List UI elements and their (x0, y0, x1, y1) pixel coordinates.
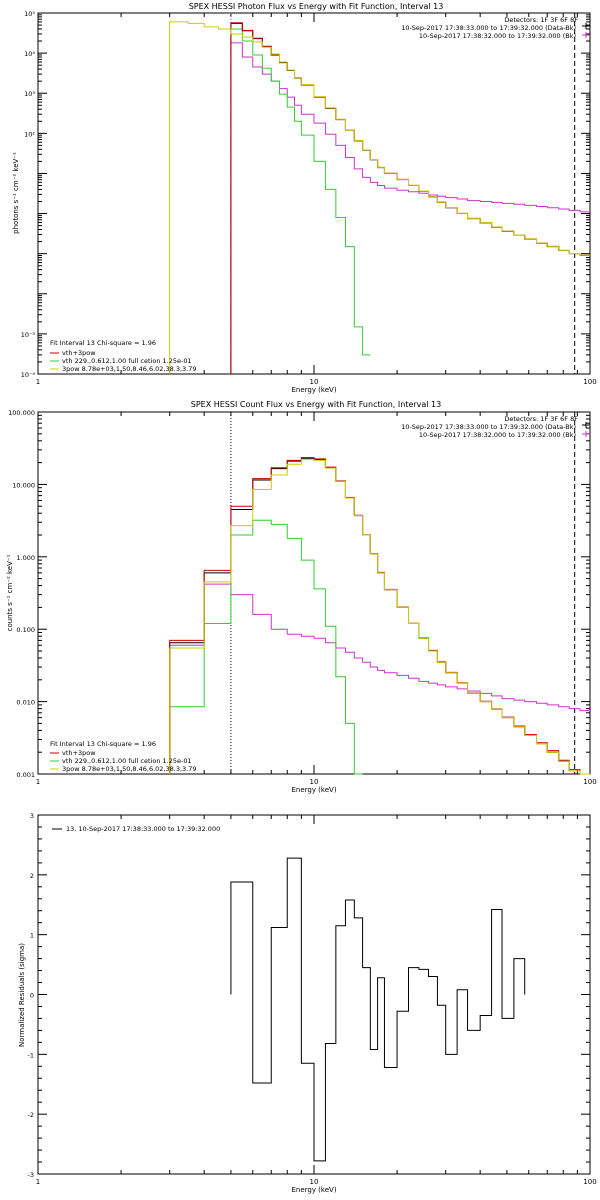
y-tick-label: -1 (28, 1051, 34, 1059)
legend-label-nonthermal: 3pow 8.78e+03,1.50,8.46,6.02,38.3,3.79 (62, 365, 197, 373)
count-flux-panel: SPEX HESSI Count Flux vs Energy with Fit… (6, 400, 597, 794)
x-tick-label: 100 (583, 778, 596, 786)
panel2-xlabel: Energy (keV) (291, 786, 336, 794)
panel1-vlines (230, 13, 576, 374)
legend-label-thermal: vth 229.,0.612,1.00 full cetion 1.25e-01 (62, 357, 192, 365)
panel2-title: SPEX HESSI Count Flux vs Energy with Fit… (191, 400, 442, 409)
panel2-vlines (230, 412, 576, 774)
y-tick-label: 0 (30, 992, 34, 1000)
y-tick-label: -3 (28, 1171, 34, 1179)
y-tick-label: 10² (24, 130, 35, 138)
x-tick-label: 10 (310, 378, 319, 386)
series-background-line (230, 42, 590, 374)
panel1-info-marker-bk (582, 32, 590, 38)
y-tick-label: 10³ (24, 90, 35, 98)
y-tick-label: 0.001 (16, 771, 35, 779)
legend2-label-model: vth+3pow (62, 749, 96, 757)
panel2-legend-title: Fit Interval 13 Chi-square = 1.96 (50, 740, 156, 748)
panel1-legend-title: Fit Interval 13 Chi-square = 1.96 (50, 339, 156, 347)
y-tick-label: 1 (30, 932, 34, 940)
panel2-ticks: 1 10 100 0.001 0.010 0.100 1.000 10.000 100.000 (8, 409, 597, 786)
panel2-info-detectors: Detectors: 1F 3F 6F 8F (504, 415, 578, 423)
panel2-info-marker-bk (582, 431, 590, 437)
panel1-info-databk: 10-Sep-2017 17:38:33.000 to 17:39:32.000… (401, 24, 576, 32)
y-tick-label: 10⁻³ (21, 331, 36, 339)
series-data-line (230, 857, 526, 1162)
residuals-panel: 1 10 100 -3 -2 -1 0 1 2 3 Energy (keV) Normalized… (18, 812, 597, 1194)
panel3-legend-label: 13. 10-Sep-2017 17:38:33.000 to 17:39:32… (66, 825, 220, 833)
panel2-legend: vth+3pow vth 229.,0.612,1.00 full cetion… (50, 749, 197, 773)
panel1-frame (37, 12, 591, 375)
y-tick-label: 10⁵ (24, 10, 35, 18)
photon-flux-panel: SPEX HESSI Photon Flux vs Energy with Fi… (12, 2, 597, 394)
panel1-series (169, 21, 590, 374)
series-model-line (230, 22, 590, 374)
panel1-info-bk: 10-Sep-2017 17:38:32.000 to 17:39:32.000… (419, 32, 576, 40)
panel1-title: SPEX HESSI Photon Flux vs Energy with Fi… (189, 2, 444, 11)
series-data-line (230, 22, 590, 374)
legend2-label-thermal: vth 229.,0.612,1.00 full cetion 1.25e-01 (62, 757, 192, 765)
y-tick-label: 10⁴ (24, 50, 35, 58)
panel2-info-marker (582, 422, 590, 428)
panel2-ylabel: counts s⁻¹ cm⁻² keV⁻¹ (6, 554, 14, 631)
x-tick-label: 1 (36, 378, 40, 386)
x-tick-label: 10 (310, 1178, 319, 1186)
panel2-series (169, 457, 590, 775)
y-tick-label: 3 (30, 812, 34, 820)
y-tick-label: 10⁻⁴ (21, 371, 36, 379)
legend2-label-nonthermal: 3pow 8.78e+03,1.50,8.46,6.02,38.3,3.79 (62, 765, 197, 773)
y-tick-label: 0.010 (16, 699, 35, 707)
series-thermal-line (169, 519, 363, 775)
legend-label-model: vth+3pow (62, 349, 96, 357)
panel1-ticks: 1 10 100 10⁻⁴ 10⁻³ 10² 10³ 10⁴ 10⁵ (21, 10, 597, 386)
panel2-info-bk: 10-Sep-2017 17:38:32.000 to 17:39:32.000… (419, 431, 576, 439)
x-tick-label: 100 (583, 378, 596, 386)
panel3-ylabel: Normalized Residuals (sigma) (18, 943, 26, 1047)
panel2-info-databk: 10-Sep-2017 17:38:33.000 to 17:39:32.000… (401, 423, 576, 431)
y-tick-label: -2 (28, 1111, 34, 1119)
x-tick-label: 1 (36, 778, 40, 786)
panel1-info-marker (582, 23, 590, 29)
series-background-line (169, 583, 590, 774)
panel3-xlabel: Energy (keV) (291, 1186, 336, 1194)
series-data-line (169, 457, 590, 775)
x-tick-label: 100 (583, 1178, 596, 1186)
series-thermal-line (230, 28, 371, 374)
y-tick-label: 10.000 (12, 481, 35, 489)
series-model-line (169, 457, 590, 775)
y-tick-label: 100.000 (8, 409, 35, 417)
series-nonthermal-line (169, 21, 590, 374)
panel3-ticks: 1 10 100 -3 -2 -1 0 1 2 3 (28, 812, 597, 1186)
x-tick-label: 10 (310, 778, 319, 786)
panel1-info-detectors: Detectors: 1F 3F 6F 8F (504, 16, 578, 24)
y-tick-label: 0.100 (16, 626, 35, 634)
y-tick-label: 2 (30, 872, 34, 880)
panel3-series (230, 857, 526, 1162)
y-tick-label: 1.000 (16, 554, 35, 562)
panel1-xlabel: Energy (keV) (291, 386, 336, 394)
panel1-legend: vth+3pow vth 229.,0.612,1.00 full cetion… (50, 349, 197, 373)
panel2-frame (37, 411, 591, 775)
series-nonthermal-line (169, 459, 590, 775)
panel1-ylabel: photons s⁻¹ cm⁻² keV⁻¹ (12, 152, 20, 234)
x-tick-label: 1 (36, 1178, 40, 1186)
